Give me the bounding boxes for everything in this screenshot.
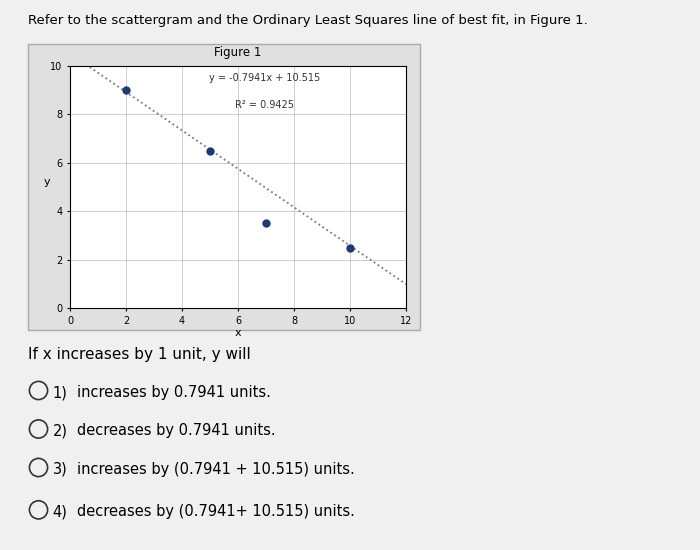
Text: y = -0.7941x + 10.515: y = -0.7941x + 10.515	[209, 73, 321, 83]
Text: 1): 1)	[52, 385, 67, 400]
X-axis label: x: x	[234, 328, 241, 338]
Text: 4): 4)	[52, 504, 67, 519]
Point	[120, 86, 132, 95]
Text: 2): 2)	[52, 424, 67, 438]
Text: decreases by 0.7941 units.: decreases by 0.7941 units.	[77, 424, 276, 438]
Point	[204, 146, 216, 155]
Point	[260, 219, 272, 228]
Text: R² = 0.9425: R² = 0.9425	[235, 100, 295, 110]
Text: increases by 0.7941 units.: increases by 0.7941 units.	[77, 385, 271, 400]
Text: If x increases by 1 unit, y will: If x increases by 1 unit, y will	[28, 346, 251, 361]
Text: decreases by (0.7941+ 10.515) units.: decreases by (0.7941+ 10.515) units.	[77, 504, 355, 519]
Text: increases by (0.7941 + 10.515) units.: increases by (0.7941 + 10.515) units.	[77, 462, 355, 477]
Point	[344, 243, 356, 252]
Y-axis label: y: y	[44, 177, 50, 187]
Text: Refer to the scattergram and the Ordinary Least Squares line of best fit, in Fig: Refer to the scattergram and the Ordinar…	[28, 14, 588, 27]
Text: Figure 1: Figure 1	[214, 46, 262, 59]
Text: 3): 3)	[52, 462, 67, 477]
